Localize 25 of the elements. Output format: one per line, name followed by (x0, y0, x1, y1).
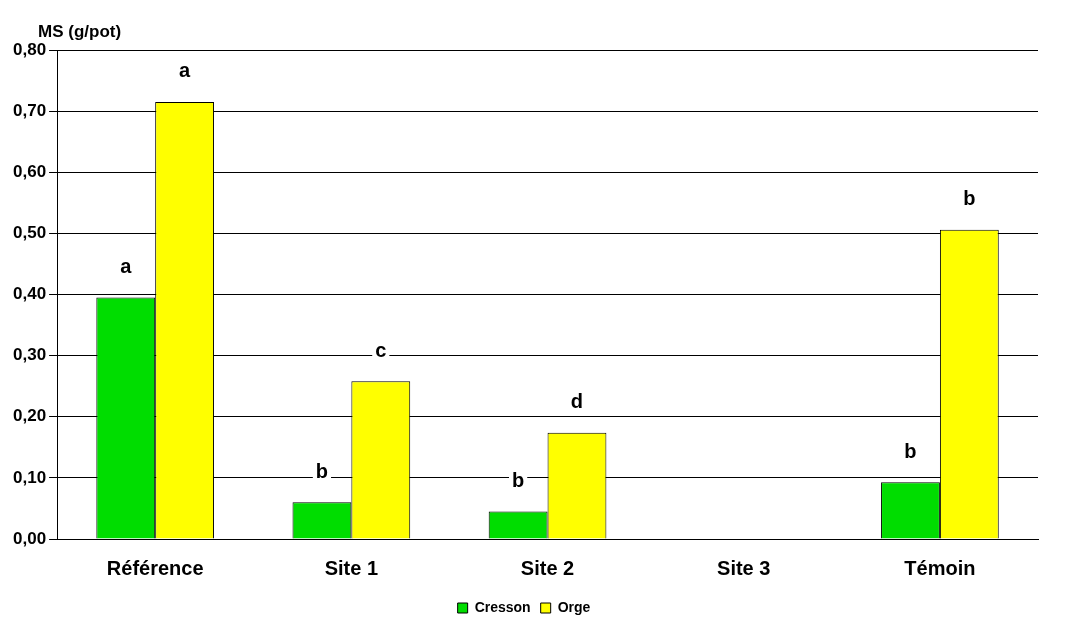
annotation: d (570, 390, 584, 413)
annotation: b (904, 439, 917, 462)
annotation: a (179, 59, 192, 82)
y-tick-label: 0,50 (12, 223, 47, 243)
y-tick-label: 0,40 (12, 284, 47, 304)
annotation: b (315, 459, 329, 482)
y-tick-label: 0,00 (12, 528, 47, 548)
y-tick-label: 0,20 (12, 406, 47, 426)
annotation: b (512, 469, 525, 492)
y-tick-label: 0,60 (12, 161, 47, 181)
legend-label: Orge (557, 598, 591, 615)
annotation: c (375, 338, 387, 361)
y-tick-label: 0,30 (12, 345, 47, 365)
y-tick-label: 0,80 (12, 39, 47, 59)
y-tick-label: 0,70 (12, 100, 47, 120)
y-axis-title: MS (g/pot) (38, 21, 122, 41)
x-tick-label: Site 3 (717, 556, 771, 579)
annotation: b (963, 187, 976, 210)
legend-label: Cresson (474, 598, 531, 615)
x-tick-label: Site 2 (520, 556, 575, 579)
x-tick-label: Site 1 (324, 556, 379, 579)
x-tick-label: Référence (106, 556, 204, 579)
y-tick-label: 0,10 (12, 467, 47, 487)
annotation: a (120, 255, 133, 278)
x-tick-label: Témoin (904, 556, 976, 579)
